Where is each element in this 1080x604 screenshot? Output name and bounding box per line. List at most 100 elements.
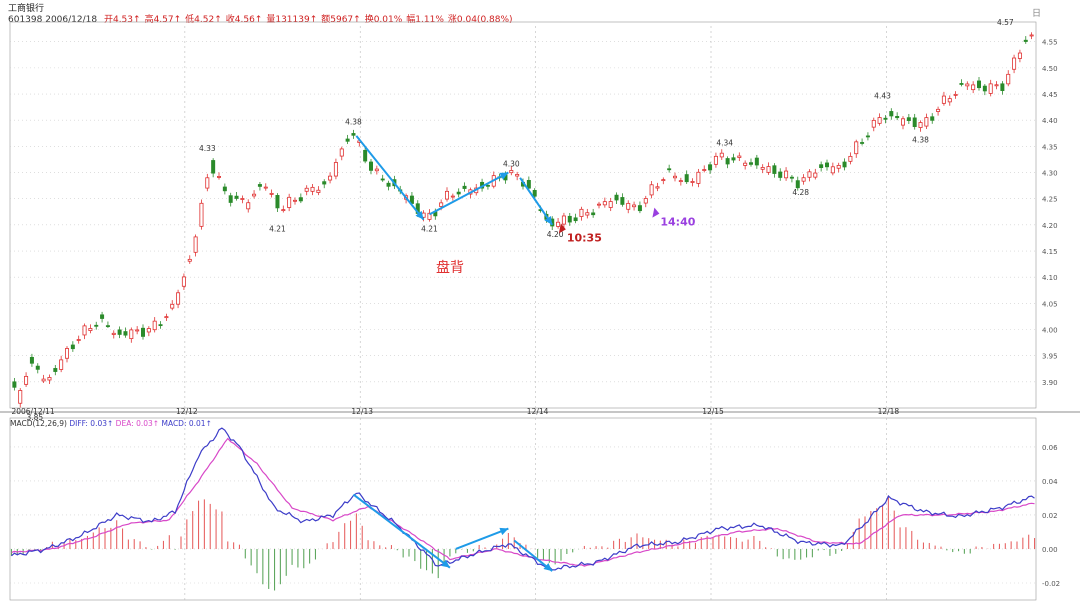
macd-tick-label: 0.00 bbox=[1042, 546, 1058, 554]
candle-body-down bbox=[29, 356, 34, 364]
candle-body-down bbox=[667, 168, 672, 171]
price-tick-label: 4.40 bbox=[1042, 117, 1058, 125]
candle-body-down bbox=[778, 171, 783, 178]
candle-body-down bbox=[532, 189, 537, 197]
candle-body-down bbox=[158, 324, 163, 327]
candle-body-up bbox=[88, 328, 93, 331]
candle-body-up bbox=[743, 162, 748, 166]
candle-body-up bbox=[287, 196, 292, 208]
candle-body-up bbox=[450, 195, 455, 198]
price-extreme-label: 4.33 bbox=[199, 144, 216, 153]
candle-body-up bbox=[737, 155, 742, 158]
x-tick-label: 12/12 bbox=[176, 407, 198, 416]
candle-body-down bbox=[100, 314, 105, 319]
candle-body-up bbox=[585, 212, 590, 216]
candle-body-up bbox=[263, 186, 268, 189]
candle-body-up bbox=[766, 166, 771, 173]
period-indicator[interactable]: 日 bbox=[1032, 9, 1042, 19]
candle-body-up bbox=[836, 165, 841, 169]
macd-legend-dea: DEA: 0.03↑ bbox=[113, 419, 159, 428]
candle-body-down bbox=[53, 368, 58, 372]
quote-field: 涨0.04(0.88%) bbox=[447, 15, 513, 25]
candle-body-down bbox=[117, 329, 122, 335]
macd-trend-arrow bbox=[352, 493, 451, 569]
price-extreme-label: 4.43 bbox=[874, 91, 891, 100]
candle-body-up bbox=[655, 186, 660, 189]
dea-line bbox=[11, 437, 1035, 567]
candle-body-down bbox=[298, 197, 303, 202]
macd-panel-frame bbox=[9, 417, 1037, 601]
x-tick-label: 12/18 bbox=[878, 407, 900, 416]
candle-body-up bbox=[328, 175, 333, 181]
macd-trend-arrow-head bbox=[543, 562, 553, 572]
x-tick-label: 12/14 bbox=[527, 407, 549, 416]
candle-body-down bbox=[386, 182, 391, 187]
candle-body-up bbox=[24, 375, 29, 385]
candle-body-up bbox=[941, 95, 946, 104]
candle-body-down bbox=[257, 184, 262, 187]
stock-name: 工商银行 bbox=[8, 4, 45, 14]
candle-body-up bbox=[678, 180, 683, 183]
candle-body-up bbox=[310, 186, 315, 192]
candle-body-up bbox=[602, 201, 607, 206]
candle-body-up bbox=[82, 325, 87, 336]
candle-body-up bbox=[41, 378, 46, 382]
macd-indicator-label: MACD(12,26,9) bbox=[10, 419, 69, 428]
price-extreme-label: 4.28 bbox=[792, 188, 809, 197]
candle-body-down bbox=[819, 164, 824, 169]
candle-body-up bbox=[649, 184, 654, 196]
candle-body-up bbox=[252, 193, 257, 197]
candle-body-down bbox=[12, 381, 17, 388]
candle-body-down bbox=[889, 111, 894, 117]
candle-body-up bbox=[269, 192, 274, 195]
candle-body-up bbox=[1012, 57, 1017, 70]
candle-body-up bbox=[597, 203, 602, 206]
candle-body-up bbox=[47, 377, 52, 381]
candle-body-up bbox=[1017, 52, 1022, 59]
candle-body-up bbox=[632, 204, 637, 208]
candle-body-up bbox=[281, 209, 286, 212]
candle-body-up bbox=[830, 166, 835, 174]
candle-body-up bbox=[784, 170, 789, 179]
price-extreme-label: 4.38 bbox=[345, 118, 362, 127]
candle-body-down bbox=[883, 117, 888, 120]
candle-body-up bbox=[947, 98, 952, 103]
candle-body-up bbox=[719, 152, 724, 158]
quote-field: 换0.01% bbox=[364, 15, 403, 25]
candle-body-down bbox=[731, 157, 736, 161]
candle-body-down bbox=[749, 162, 754, 165]
candle-body-up bbox=[901, 118, 906, 126]
candle-body-up bbox=[661, 179, 666, 182]
candle-body-down bbox=[94, 324, 99, 327]
price-trend-arrow bbox=[519, 177, 554, 226]
candle-body-up bbox=[59, 359, 64, 370]
price-extreme-label: 3.85 bbox=[26, 413, 43, 422]
candle-body-up bbox=[696, 171, 701, 184]
price-trend-arrow-head bbox=[544, 215, 553, 225]
candle-body-up bbox=[509, 170, 514, 174]
macd-legend-diff: DIFF: 0.03↑ bbox=[69, 419, 113, 428]
price-extreme-label: 4.21 bbox=[421, 225, 438, 234]
candle-body-down bbox=[959, 83, 964, 85]
candle-body-up bbox=[292, 199, 297, 202]
candle-body-down bbox=[725, 158, 730, 165]
candle-body-up bbox=[673, 175, 678, 179]
candle-body-down bbox=[591, 212, 596, 216]
price-extreme-label: 4.38 bbox=[912, 136, 929, 145]
price-tick-label: 4.55 bbox=[1042, 39, 1058, 47]
time-annotation: 14:40 bbox=[660, 216, 695, 229]
quote-field: 开4.53↑ bbox=[103, 15, 141, 25]
candle-body-up bbox=[801, 177, 806, 182]
macd-trend-arrow bbox=[513, 539, 553, 572]
candle-body-down bbox=[228, 195, 233, 203]
candle-body-up bbox=[579, 208, 584, 217]
candle-body-down bbox=[211, 160, 216, 174]
candle-body-down bbox=[684, 174, 689, 183]
candle-body-up bbox=[374, 168, 379, 172]
price-panel-frame bbox=[9, 21, 1037, 409]
candle-body-down bbox=[930, 116, 935, 121]
price-tick-label: 4.10 bbox=[1042, 274, 1058, 282]
dif-line bbox=[11, 427, 1035, 571]
candle-body-up bbox=[181, 276, 186, 287]
